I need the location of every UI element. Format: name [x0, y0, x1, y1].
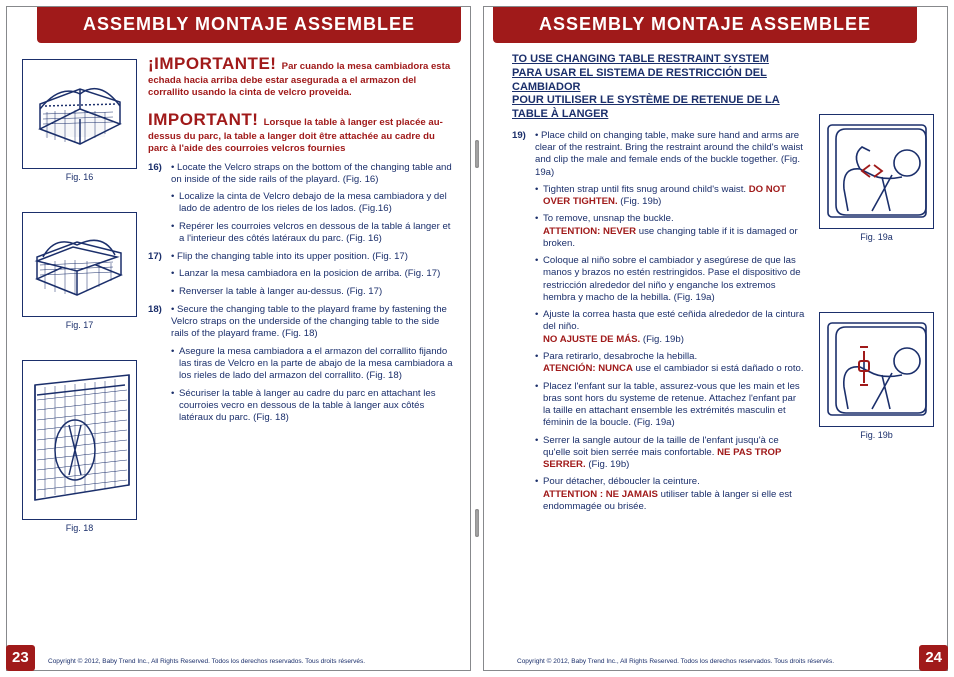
figure-19a: [819, 114, 934, 229]
page-inner: ASSEMBLY MONTAJE ASSEMBLEE TO USE CHANGI…: [483, 6, 948, 671]
step-bullet: •Lanzar la mesa cambiadora en la posicio…: [148, 268, 456, 280]
step-bullet: •Localize la cinta de Velcro debajo de l…: [148, 191, 456, 216]
header-banner: ASSEMBLY MONTAJE ASSEMBLEE: [493, 7, 917, 43]
figure-18-label: Fig. 18: [66, 523, 94, 533]
figure-16: [22, 59, 137, 169]
step-bullet: •Sécuriser la table à langer au cadre du…: [148, 388, 456, 425]
staple-icon: [475, 140, 479, 168]
figure-19b-label: Fig. 19b: [860, 430, 893, 440]
copyright: Copyright © 2012, Baby Trend Inc., All R…: [48, 658, 365, 665]
page-left: ASSEMBLY MONTAJE ASSEMBLEE: [0, 0, 477, 677]
step-bullet: •Coloque al niño sobre el cambiador y as…: [512, 255, 806, 304]
instruction-step: 18)• Secure the changing table to the pl…: [148, 304, 456, 424]
figure-17: [22, 212, 137, 317]
page-number: 23: [6, 645, 35, 671]
page-inner: ASSEMBLY MONTAJE ASSEMBLEE: [6, 6, 471, 671]
section-heading: TO USE CHANGING TABLE RESTRAINT SYSTEMPA…: [512, 53, 806, 122]
figure-16-label: Fig. 16: [66, 172, 94, 182]
figure-17-label: Fig. 17: [66, 320, 94, 330]
page-right: ASSEMBLY MONTAJE ASSEMBLEE TO USE CHANGI…: [477, 0, 954, 677]
step-bullet: •Pour détacher, déboucler la ceinture.AT…: [512, 476, 806, 513]
body-wrap: TO USE CHANGING TABLE RESTRAINT SYSTEMPA…: [494, 49, 937, 604]
step-bullet: •Repérer les courroies velcros en dessou…: [148, 221, 456, 246]
step-bullet: •Renverser la table à langer au-dessus. …: [148, 286, 456, 298]
page-number: 24: [919, 645, 948, 671]
instruction-step: 16)• Locate the Velcro straps on the bot…: [148, 162, 456, 246]
step-bullet: •To remove, unsnap the buckle.ATTENTION:…: [512, 213, 806, 250]
spread: ASSEMBLY MONTAJE ASSEMBLEE: [0, 0, 954, 677]
text-column-right: TO USE CHANGING TABLE RESTRAINT SYSTEMPA…: [494, 49, 812, 604]
figure-column: Fig. 16: [17, 49, 142, 604]
figure-column: Fig. 19a: [812, 49, 937, 604]
figure-18: [22, 360, 137, 520]
staple-icon: [475, 509, 479, 537]
step-bullet: •Tighten strap until fits snug around ch…: [512, 184, 806, 209]
important-block: IMPORTANT! Lorsque la table à langer est…: [148, 109, 456, 155]
step-first-line: 16)• Locate the Velcro straps on the bot…: [148, 162, 456, 187]
step-bullet: •Placez l'enfant sur la table, assurez-v…: [512, 381, 806, 430]
step-bullet: •Para retirarlo, desabroche la hebilla.A…: [512, 351, 806, 376]
step-bullet: •Ajuste la correa hasta que esté ceñida …: [512, 309, 806, 346]
step-first-line: 18)• Secure the changing table to the pl…: [148, 304, 456, 341]
step-first-line: 17)• Flip the changing table into its up…: [148, 251, 456, 263]
step-bullet: •Serrer la sangle autour de la taille de…: [512, 435, 806, 472]
figure-19a-label: Fig. 19a: [860, 232, 893, 242]
importante-block: ¡IMPORTANTE! Par cuando la mesa cambiado…: [148, 53, 456, 99]
instruction-step: 17)• Flip the changing table into its up…: [148, 251, 456, 298]
text-column-left: ¡IMPORTANTE! Par cuando la mesa cambiado…: [142, 49, 460, 604]
body-wrap: Fig. 16: [17, 49, 460, 604]
copyright: Copyright © 2012, Baby Trend Inc., All R…: [517, 658, 906, 665]
step-bullet: •Asegure la mesa cambiadora a el armazon…: [148, 346, 456, 383]
header-banner: ASSEMBLY MONTAJE ASSEMBLEE: [37, 7, 461, 43]
figure-19b: [819, 312, 934, 427]
step-bullet: 19)• Place child on changing table, make…: [512, 130, 806, 179]
